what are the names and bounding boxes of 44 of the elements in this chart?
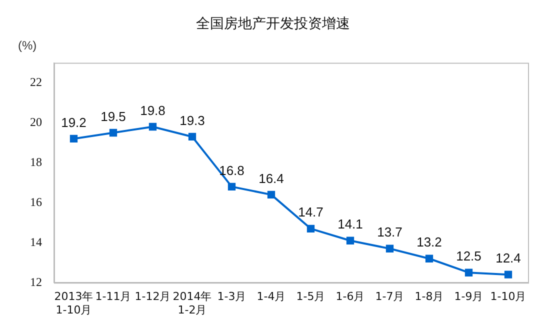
x-tick-label: 1-8月 [414, 290, 444, 304]
data-label: 19.8 [140, 102, 166, 118]
x-tick-label: 1-3月 [217, 290, 246, 304]
data-label: 16.4 [258, 170, 284, 186]
x-tick-label: 2013年 1-10月 [54, 290, 94, 316]
point [464, 268, 473, 276]
point [346, 236, 354, 244]
y-tick-label: 14 [30, 234, 42, 249]
point [228, 182, 236, 191]
point [306, 224, 315, 232]
data-label: 19.3 [180, 112, 205, 128]
point [425, 254, 434, 262]
y-tick-label: 16 [30, 194, 42, 209]
x-tick-label: 1-12月 [134, 290, 171, 304]
data-label: 12.5 [456, 248, 482, 264]
y-axis-title: (%) [18, 38, 37, 52]
data-label: 12.4 [496, 250, 521, 266]
data-label: 14.1 [338, 216, 363, 232]
x-tick-label: 1-7月 [375, 290, 404, 304]
data-label: 19.2 [61, 114, 86, 130]
point [188, 132, 196, 141]
point [70, 134, 78, 143]
point [267, 190, 276, 199]
y-tick-label: 12 [30, 274, 42, 289]
x-tick-label: 1-9月 [454, 290, 484, 304]
point [109, 128, 118, 137]
chart-title: 全国房地产开发投资增速 [196, 16, 350, 32]
y-tick-label: 22 [30, 74, 42, 89]
x-tick-label: 1-4月 [256, 290, 286, 304]
y-tick-label: 20 [30, 114, 42, 129]
data-label: 13.2 [416, 234, 442, 250]
point [504, 270, 512, 278]
data-label: 16.8 [219, 162, 244, 178]
x-tick-label: 2014年 1-2月 [172, 290, 212, 316]
x-tick-label: 1-11月 [95, 290, 132, 304]
data-label: 19.5 [100, 108, 126, 124]
x-tick-label: 1-6月 [336, 290, 365, 304]
point [386, 244, 394, 252]
point [148, 122, 157, 131]
data-label: 13.7 [377, 224, 402, 240]
y-tick-label: 18 [30, 154, 42, 169]
data-label: 14.7 [298, 204, 324, 220]
x-tick-label: 1-5月 [296, 290, 326, 304]
x-tick-label: 1-10月 [490, 290, 526, 304]
